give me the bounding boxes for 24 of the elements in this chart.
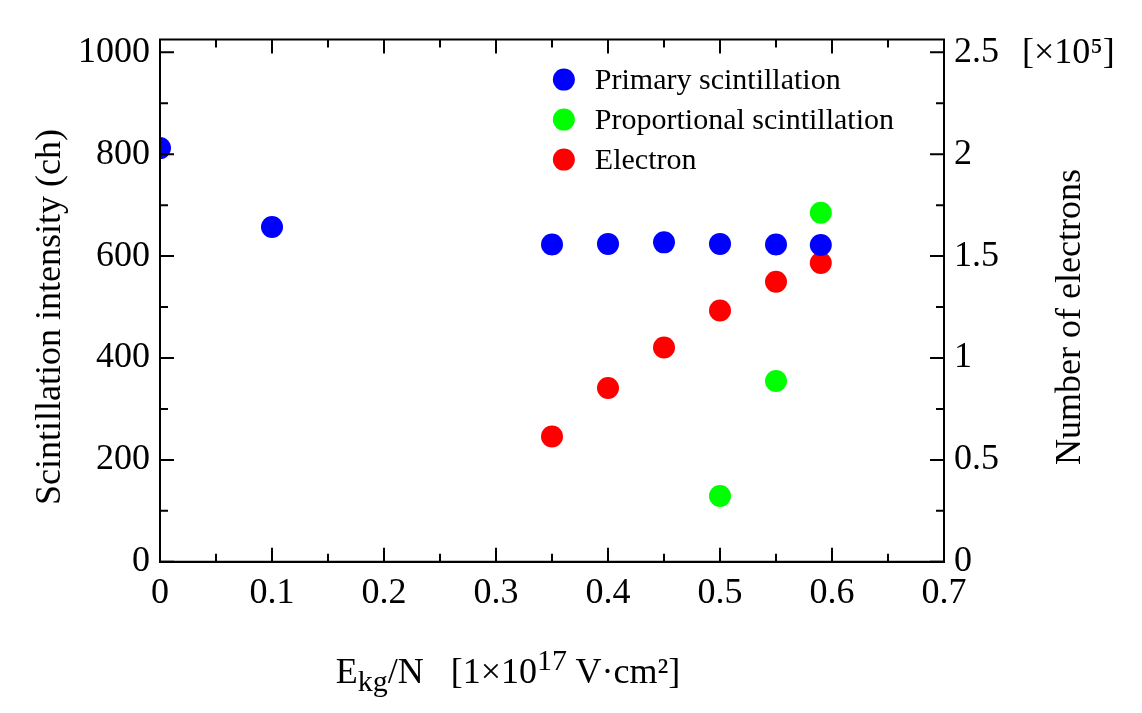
y-tick-label: 600 [96,233,150,274]
y2-tick-label: 2 [954,131,972,172]
legend-label: Electron [594,142,697,176]
y2-tick-label: 0.5 [954,437,999,478]
x-tick-label: 0.5 [697,570,743,611]
y-tick-label: 1000 [78,29,150,70]
y-axis-title: Scintillation intensity (ch) [27,128,69,505]
y2-axis-title: Number of electrons [1047,168,1089,465]
x-axis-title: E$_{kg}$/N [1×10$^{17}$ V·cm²] [334,643,682,699]
y-tick-label: 0 [132,539,150,580]
x-tick-label: 0.1 [249,570,295,611]
y-tick-label: 400 [96,335,150,376]
legend-label: Primary scintillation [594,62,841,96]
text: [×10⁵] [1022,31,1115,72]
x-tick-label: 0.2 [361,570,407,611]
y2-tick-label: 2.5 [954,29,999,70]
y-tick-label: 200 [96,437,150,478]
x-tick-label: 0.6 [809,570,855,611]
y-tick-label: 800 [96,131,150,172]
y2-tick-label: 1.5 [954,233,999,274]
legend-label: Proportional scintillation [594,102,894,136]
x-tick-label: 0.4 [585,570,631,611]
x-tick-label: 0.3 [473,570,519,611]
y2-tick-label: 1 [954,335,972,376]
